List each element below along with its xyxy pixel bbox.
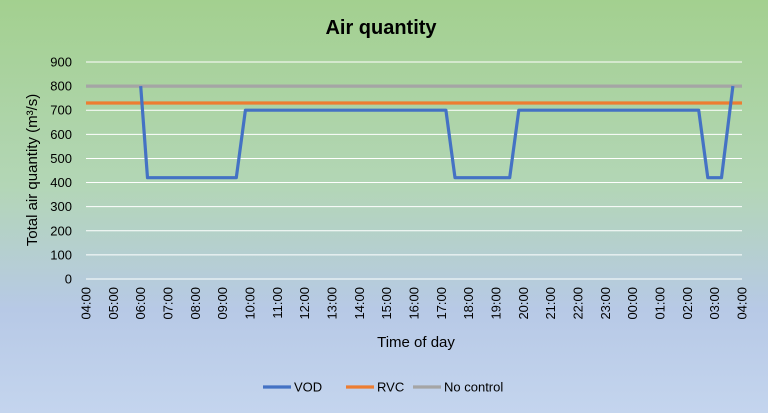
legend: VOD RVC No control xyxy=(263,380,503,395)
series-lines xyxy=(86,84,742,180)
x-tick-label: 06:00 xyxy=(133,287,148,320)
y-axis-title: Total air quantity (m³/s) xyxy=(24,94,41,247)
y-tick-label: 300 xyxy=(50,199,72,214)
series-line-vod xyxy=(139,85,735,180)
x-tick-label: 23:00 xyxy=(598,287,613,320)
x-tick-label: 16:00 xyxy=(407,287,422,320)
x-tick-label: 20:00 xyxy=(516,287,531,320)
y-tick-label: 200 xyxy=(50,223,72,238)
y-tick-label: 0 xyxy=(65,272,72,287)
y-tick-labels: 0 100 200 300 400 500 600 700 800 900 xyxy=(50,55,72,287)
x-tick-label: 13:00 xyxy=(325,287,340,320)
x-tick-label: 08:00 xyxy=(188,287,203,320)
x-tick-label: 10:00 xyxy=(243,287,258,320)
x-tick-label: 12:00 xyxy=(297,287,312,320)
x-axis-title: Time of day xyxy=(377,334,455,351)
x-tick-label: 18:00 xyxy=(461,287,476,320)
x-tick-label: 17:00 xyxy=(434,287,449,320)
x-tick-label: 21:00 xyxy=(543,287,558,320)
x-tick-label: 00:00 xyxy=(625,287,640,320)
x-tick-label: 19:00 xyxy=(489,287,504,320)
y-tick-label: 500 xyxy=(50,151,72,166)
x-tick-label: 04:00 xyxy=(79,287,94,320)
chart-title: Air quantity xyxy=(325,17,437,39)
x-tick-label: 09:00 xyxy=(215,287,230,320)
x-tick-label: 22:00 xyxy=(571,287,586,320)
x-tick-labels: 04:00 05:00 06:00 07:00 08:00 09:00 10:00 11:00… xyxy=(79,287,750,320)
y-tick-label: 100 xyxy=(50,247,72,262)
x-tick-label: 03:00 xyxy=(707,287,722,320)
x-tick-label: 11:00 xyxy=(270,287,285,319)
x-tick-label: 14:00 xyxy=(352,287,367,320)
legend-label: RVC xyxy=(377,380,404,395)
x-tick-label: 05:00 xyxy=(106,287,121,320)
x-tick-label: 01:00 xyxy=(653,287,668,320)
legend-label: VOD xyxy=(294,380,322,395)
y-tick-label: 900 xyxy=(50,55,72,70)
y-tick-label: 600 xyxy=(50,127,72,142)
y-tick-label: 700 xyxy=(50,103,72,118)
x-tick-label: 02:00 xyxy=(680,287,695,320)
legend-label: No control xyxy=(444,380,503,395)
x-tick-label: 04:00 xyxy=(735,287,750,320)
grid-lines xyxy=(86,61,742,280)
x-tick-label: 15:00 xyxy=(379,287,394,320)
x-tick-label: 07:00 xyxy=(161,287,176,320)
y-tick-label: 800 xyxy=(50,79,72,94)
y-tick-label: 400 xyxy=(50,175,72,190)
